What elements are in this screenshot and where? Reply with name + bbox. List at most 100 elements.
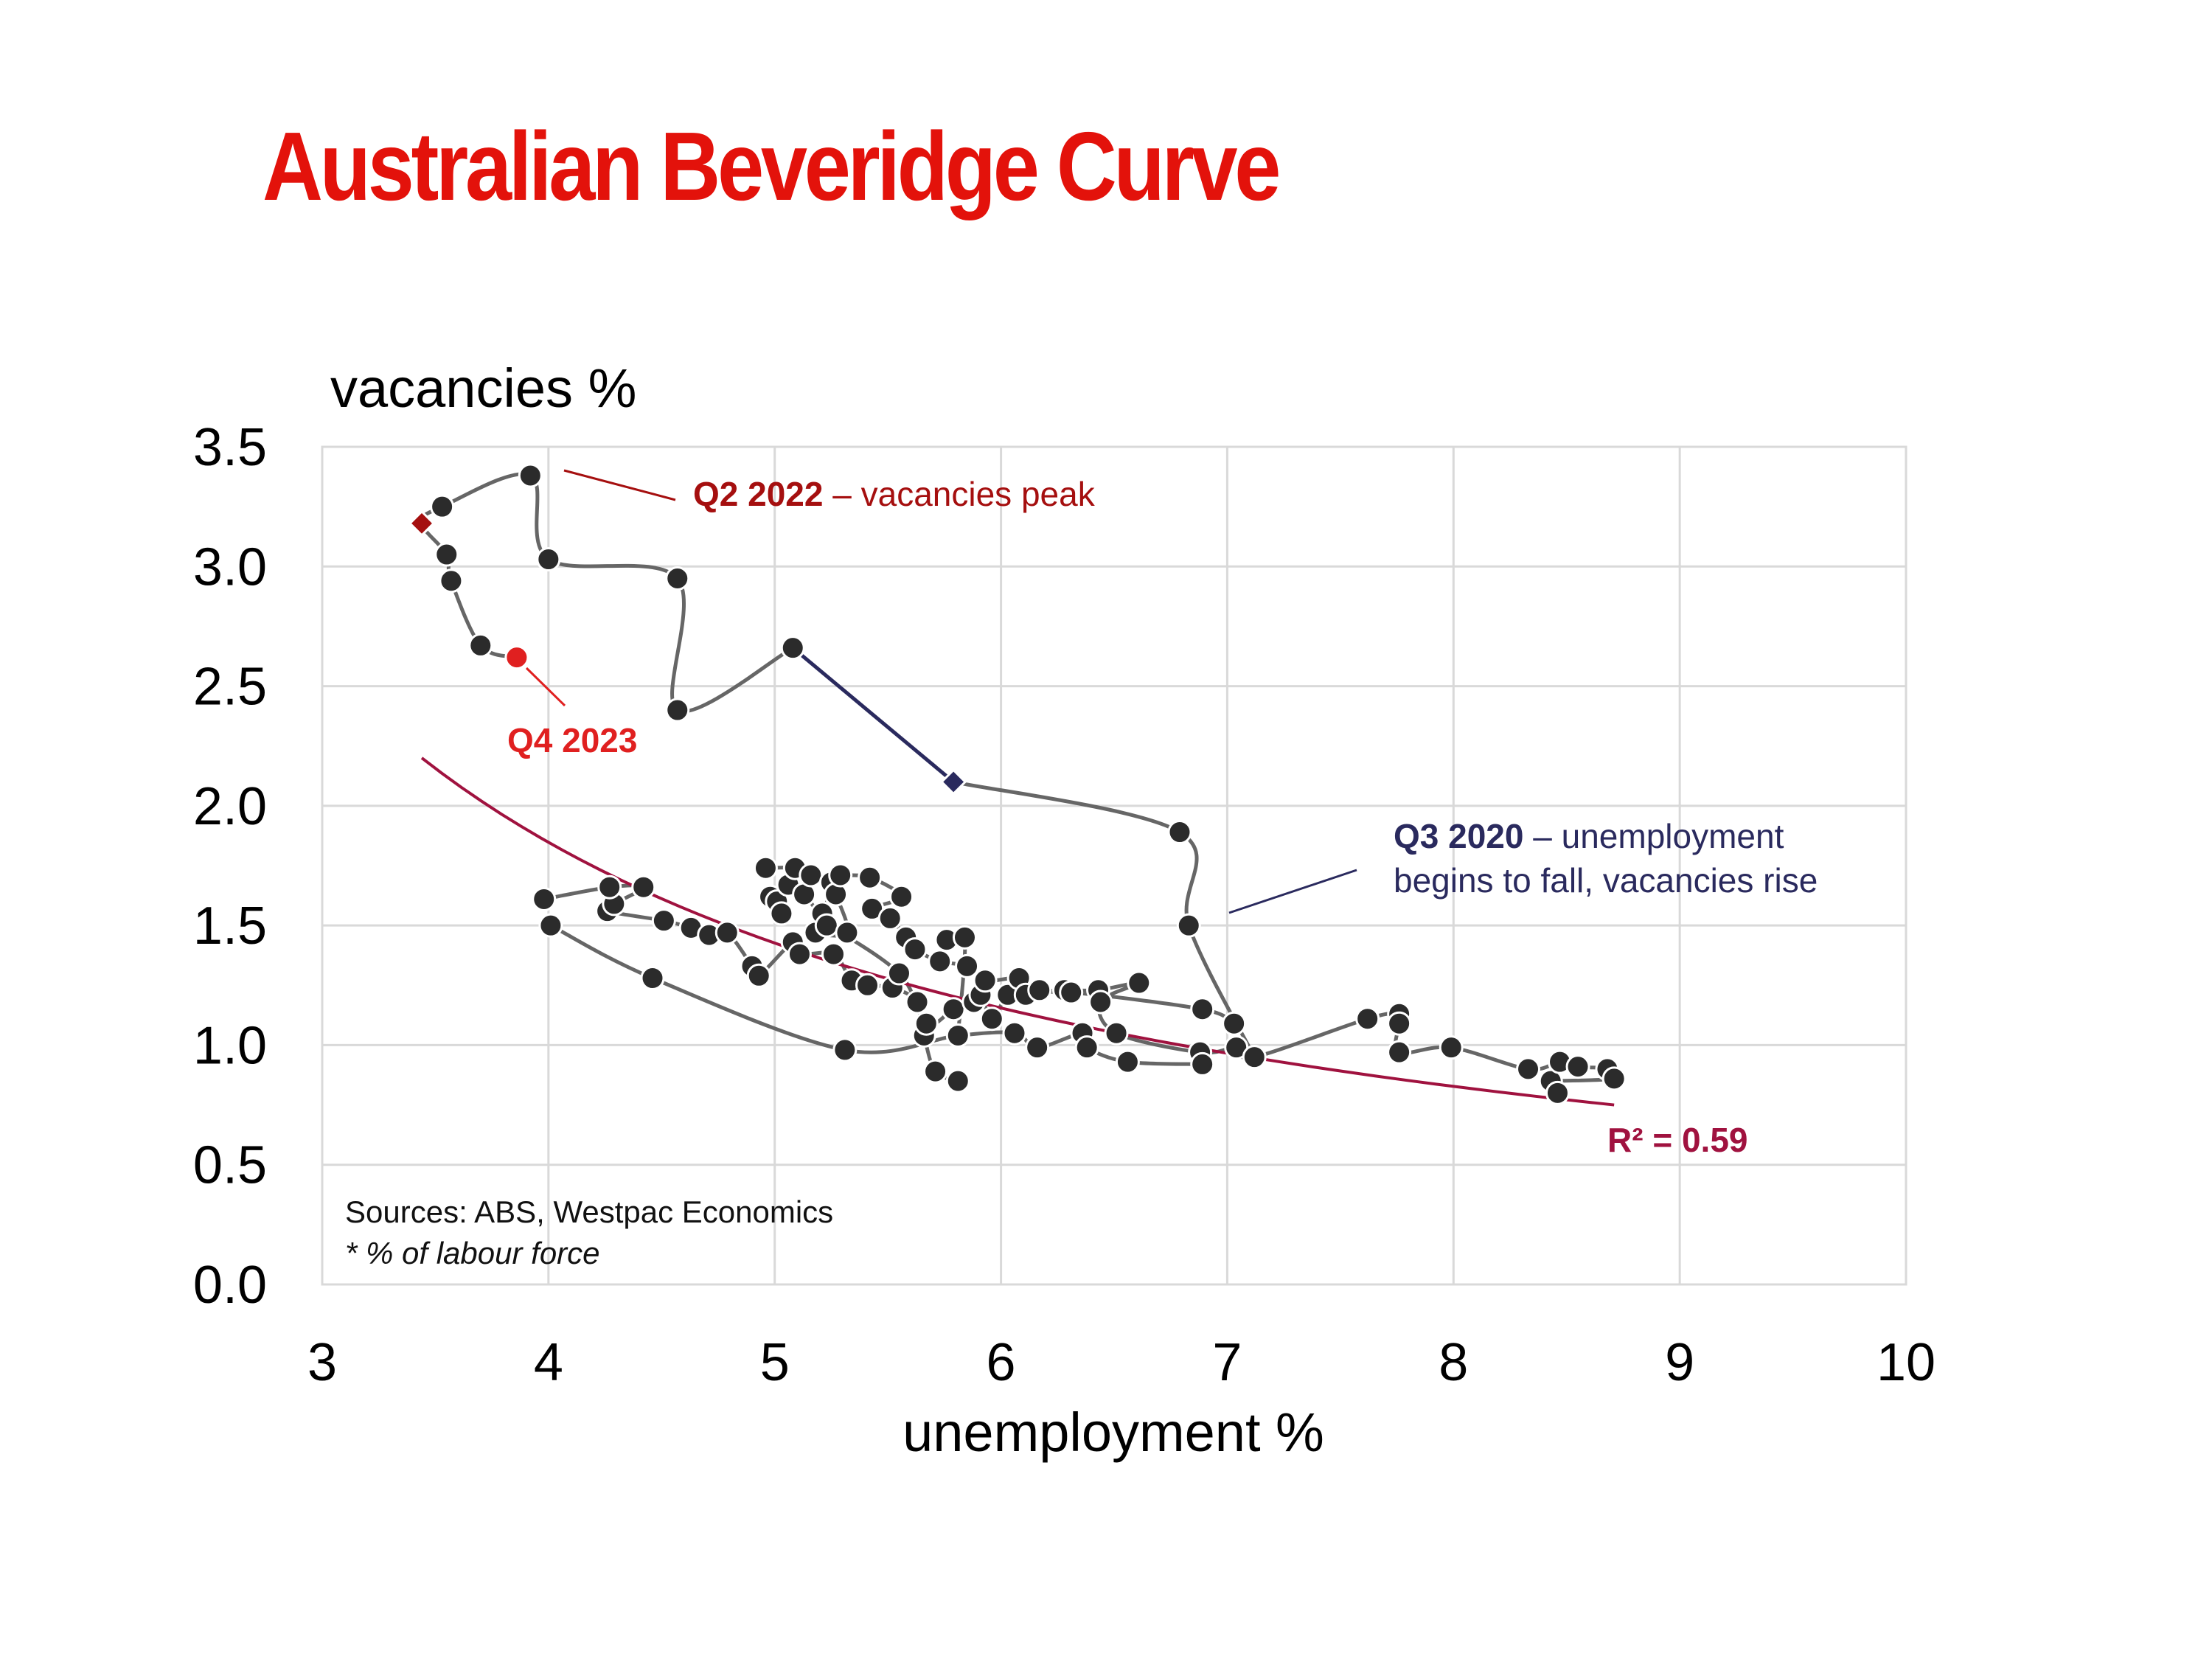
data-point [902,937,928,962]
data-point [1565,1054,1590,1079]
data-point [1074,1035,1099,1060]
data-point [952,925,977,950]
data-point [945,1068,970,1093]
y-tick-label: 1.0 [193,1016,267,1075]
data-point [877,905,902,931]
y-tick-label: 2.5 [193,658,267,717]
data-point [746,963,771,988]
data-point [1516,1057,1541,1082]
y-tick-label: 0.0 [193,1256,267,1315]
x-tick-label: 6 [987,1333,1016,1392]
y-tick-label: 0.5 [193,1136,267,1195]
q2-2022-marker [408,509,436,537]
data-point [1387,1011,1412,1036]
y-axis-title: vacancies % [330,358,636,419]
data-point [1002,1020,1027,1046]
x-tick-label: 5 [760,1333,790,1392]
data-point [1355,1006,1380,1032]
trendline-group [420,757,1615,1107]
data-point [1104,1020,1129,1046]
y-axis-ticks: 0.0 0.5 1.0 1.5 2.0 2.5 3.0 3.5 [193,418,267,1315]
data-point [955,953,980,978]
q3-2020-annotation: Q3 2020 – unemployment [1394,817,1784,855]
q4-2023-annotation: Q4 2023 [507,721,637,759]
data-point [1115,1049,1140,1074]
y-tick-label: 3.5 [193,418,267,477]
data-point [439,568,464,594]
data-point [973,968,998,993]
data-point [1176,913,1201,938]
data-point [858,865,883,890]
data-point [945,1023,970,1048]
x-tick-label: 9 [1665,1333,1694,1392]
data-point [832,1037,858,1062]
data-point [1387,1040,1412,1065]
x-tick-label: 4 [534,1333,563,1392]
y-tick-label: 2.0 [193,777,267,836]
data-point [1167,820,1192,845]
data-point [1025,1035,1050,1060]
q4-2023-marker [504,645,529,670]
data-point [780,636,805,661]
data-point [1222,1011,1247,1036]
data-point [434,542,459,567]
recovery-path-q3-2020 [791,646,955,784]
data-point [714,920,740,945]
data-point [1190,997,1215,1022]
data-point [886,961,911,986]
data-point [928,949,953,974]
data-point [769,901,794,926]
data-point [532,886,557,911]
data-point [1601,1066,1627,1091]
data-point [1088,990,1113,1015]
data-point [1190,1051,1215,1077]
data-point [518,463,543,488]
trendline [420,757,1615,1107]
x-tick-label: 8 [1439,1333,1468,1392]
data-point [536,547,561,572]
data-point [753,855,778,880]
data-point [597,874,622,900]
data-point [979,1006,1004,1032]
data-point [799,863,824,888]
data-point [787,942,812,967]
covid-path [953,779,1256,1058]
data-point [665,566,690,591]
data-point [855,973,880,998]
q2-2022-text: – vacancies peak [823,475,1095,513]
data-point [651,908,676,933]
data-point [814,913,839,938]
x-tick-label: 10 [1877,1333,1935,1392]
data-point [828,863,853,888]
data-point [631,874,656,900]
q3-2020-label: Q3 2020 [1394,817,1523,855]
data-point [640,966,665,991]
data-point [1545,1080,1570,1105]
footnote: * % of labour force [345,1236,600,1270]
data-point [1439,1035,1464,1060]
data-point [905,990,930,1015]
y-tick-label: 3.0 [193,538,267,597]
data-point [1242,1045,1267,1070]
data-point [468,633,493,658]
r-squared-label: R² = 0.59 [1607,1121,1748,1159]
data-point [430,494,455,519]
x-tick-label: 3 [307,1333,337,1392]
q2-2022-annotation: Q2 2022 – vacancies peak [693,475,1096,513]
data-points [430,463,1627,1105]
data-point [1127,970,1152,995]
page-title: Australian Beveridge Curve [262,112,1281,220]
q3-2020-text: – unemployment [1523,817,1784,855]
plot-area-border [321,445,1907,1286]
x-axis-ticks: 3 4 5 6 7 8 9 10 [307,1333,1935,1392]
data-point [835,920,860,945]
data-point [1059,980,1084,1005]
q2-2022-label: Q2 2022 [693,475,823,513]
data-point [923,1059,948,1084]
q4-2023-leader-line [525,667,566,707]
x-axis-title: unemployment % [902,1402,1324,1463]
q3-2020-leader-line [1228,869,1357,914]
data-point [914,1011,939,1036]
sources-note: Sources: ABS, Westpac Economics [345,1194,833,1229]
